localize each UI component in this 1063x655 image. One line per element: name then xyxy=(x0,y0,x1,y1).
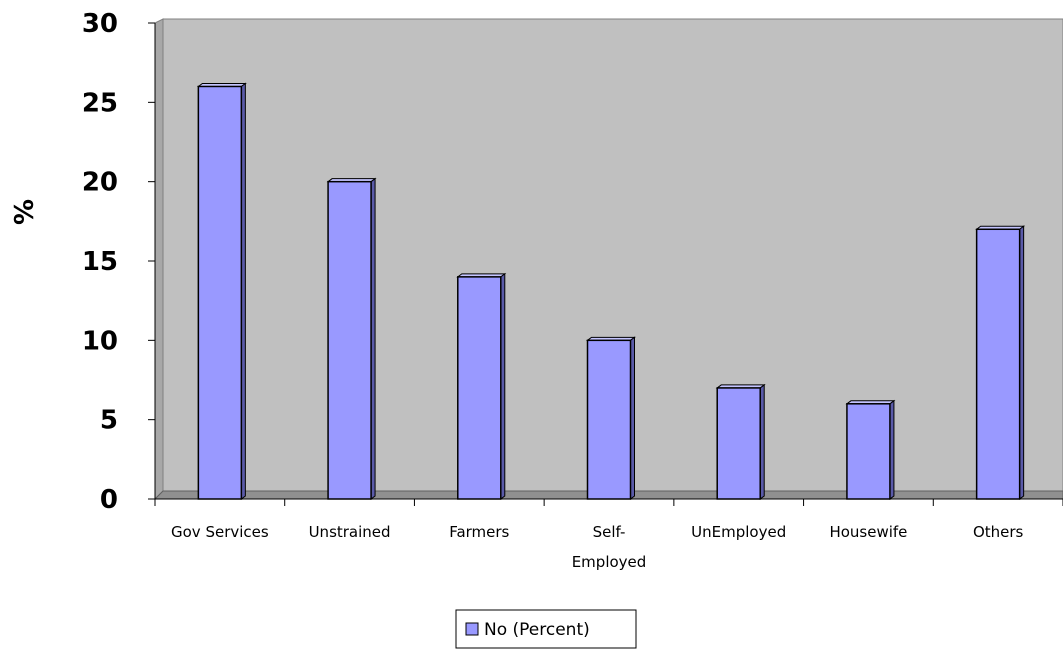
bar xyxy=(326,177,377,500)
y-axis-title: % xyxy=(10,199,40,225)
y-tick-label: 25 xyxy=(82,88,118,118)
y-tick-label: 10 xyxy=(82,326,118,356)
bar-front xyxy=(327,180,372,500)
y-tick-label: 5 xyxy=(100,406,118,436)
bar-front xyxy=(716,387,761,500)
bars xyxy=(196,82,1026,500)
bar-front xyxy=(846,403,891,500)
bar-front xyxy=(975,228,1021,500)
x-tick-label: Housewife xyxy=(829,523,907,541)
bar xyxy=(586,336,636,500)
y-axis: 0 5 10 15 20 25 30 xyxy=(82,9,156,515)
bar xyxy=(196,82,247,500)
x-tick-label: Others xyxy=(973,523,1024,541)
bar xyxy=(456,272,507,500)
x-tick-label: Unstrained xyxy=(309,523,391,541)
legend-swatch xyxy=(465,622,479,636)
bar xyxy=(845,399,896,500)
x-tick-label: UnEmployed xyxy=(691,523,786,541)
y-tick-label: 20 xyxy=(82,168,118,198)
x-axis: Gov Services Unstrained Farmers Self-Employ… xyxy=(154,498,1063,571)
y-tick-label: 0 xyxy=(100,485,118,515)
y-tick-label: 15 xyxy=(82,247,118,277)
legend-label: No (Percent) xyxy=(484,620,590,640)
y-tick-label: 30 xyxy=(82,9,118,39)
legend-box xyxy=(455,609,637,649)
bar-front xyxy=(457,276,502,500)
legend: No (Percent) xyxy=(455,609,637,649)
x-tick-label: Farmers xyxy=(449,523,509,541)
bar-front xyxy=(586,339,632,500)
bar xyxy=(715,383,766,500)
bar-front xyxy=(197,85,243,500)
plot-side-wall xyxy=(154,18,164,501)
x-tick-label: Self-Employed xyxy=(572,523,647,571)
bar xyxy=(975,225,1026,500)
x-tick-label: Gov Services xyxy=(171,523,269,541)
